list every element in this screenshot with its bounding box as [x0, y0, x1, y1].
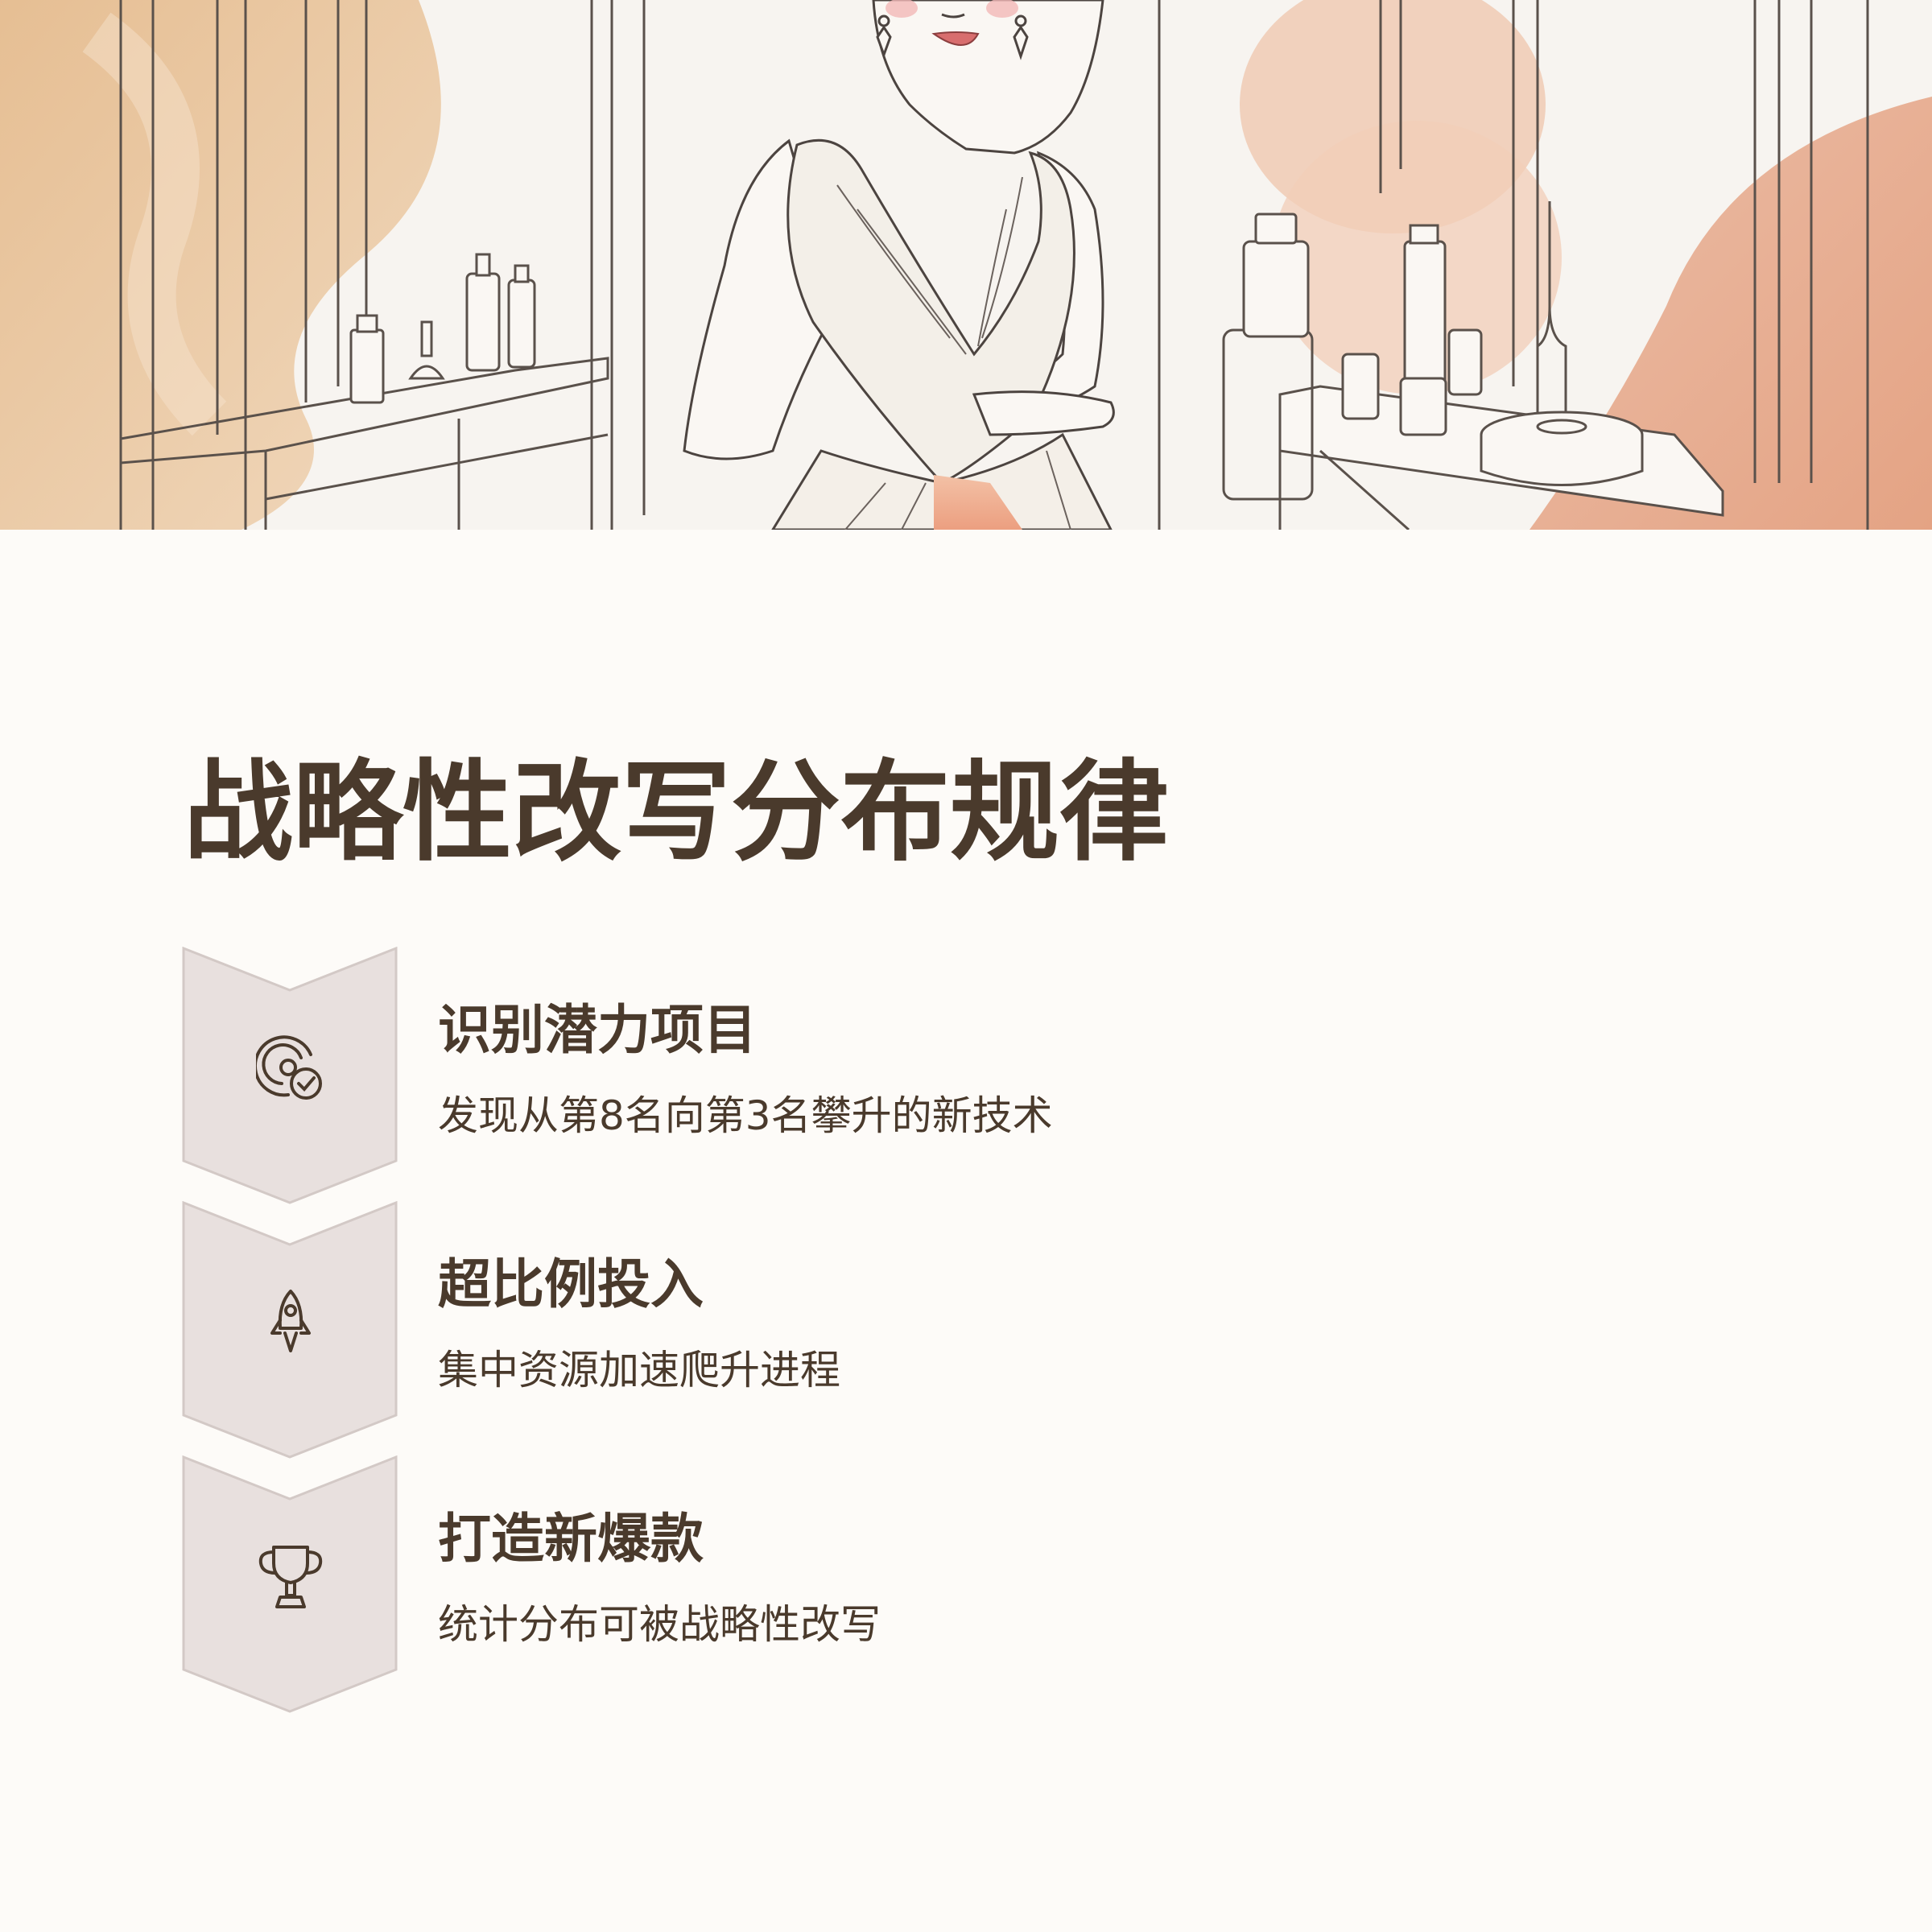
step-overinvest: 超比例投入 集中资源加速爬升进程: [182, 1201, 1792, 1459]
step-title: 超比例投入: [438, 1253, 704, 1315]
step-description: 发现从第8名向第3名攀升的新技术: [438, 1092, 1053, 1139]
step-title: 打造新爆款: [438, 1508, 704, 1570]
hero-illustration: [0, 0, 1932, 530]
step-title: 识别潜力项目: [438, 999, 757, 1061]
page-title: 战略性改写分布规律: [184, 749, 1169, 877]
step-new-hit: 打造新爆款 统计分布可被战略性改写: [182, 1455, 1792, 1713]
trophy-icon: [256, 1542, 325, 1612]
step-identify-potential: 识别潜力项目 发现从第8名向第3名攀升的新技术: [182, 947, 1792, 1204]
target-check-icon: [254, 1034, 325, 1103]
rocket-icon: [256, 1288, 325, 1357]
step-description: 统计分布可被战略性改写: [438, 1601, 881, 1648]
chevron-badge: [182, 1455, 399, 1713]
step-description: 集中资源加速爬升进程: [438, 1347, 840, 1393]
